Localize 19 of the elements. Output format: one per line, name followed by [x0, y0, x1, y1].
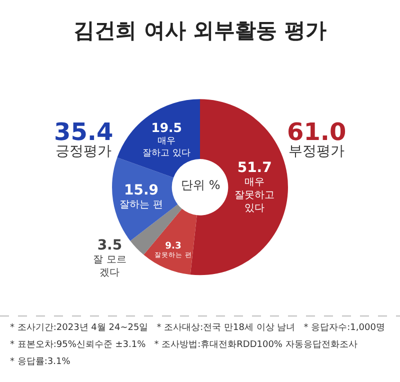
data-label: 15.9	[124, 182, 159, 198]
donut-slice	[117, 99, 200, 178]
slice-label: 잘하는 편	[120, 199, 163, 210]
data-label: 9.3	[165, 240, 182, 252]
slice-label: 매우 잘못하고 있다	[234, 177, 275, 214]
donut-slice	[112, 157, 178, 241]
text: * 응답률:3.1%	[10, 357, 71, 367]
data-label: 19.5	[151, 120, 182, 136]
text: * 조사기간:2023년 4월 24~25일 * 조사대상:전국 만18세 이상 남녀 * 응답자수:1,000명	[10, 323, 385, 333]
text: 35.4 긍정평가	[54, 118, 114, 160]
data-label: 51.7	[237, 160, 272, 176]
slice-label: 잘 모르 겠다	[93, 254, 126, 279]
text: * 표본오차:95%신뢰수준 ±3.1% * 조사방법:휴대전화RDD100% 자동응답전화조사	[10, 340, 358, 350]
slice-label: 매우 잘하고 있다	[142, 136, 190, 158]
text: 61.0 부정평가	[287, 118, 346, 160]
data-label: 3.5	[97, 238, 122, 254]
donut-slice	[144, 208, 197, 275]
text: 단위 %	[181, 178, 220, 192]
chart-title: 김건희 여사 외부활동 평가	[74, 18, 326, 42]
